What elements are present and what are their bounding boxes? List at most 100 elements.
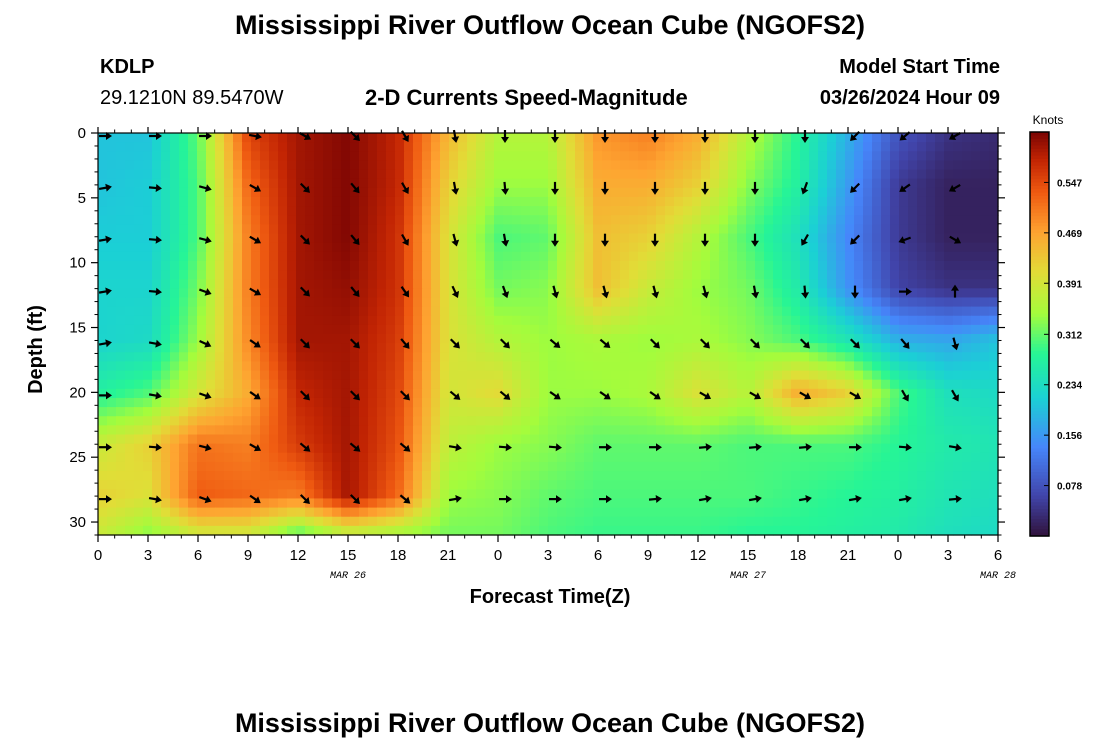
heatmap-cell (746, 251, 756, 262)
heatmap-cell (215, 525, 225, 536)
heatmap-cell (458, 306, 468, 317)
heatmap-cell (602, 196, 612, 207)
heatmap-cell (944, 443, 954, 454)
current-arrow-head (655, 495, 662, 503)
heatmap-cell (215, 397, 225, 408)
heatmap-cell (584, 489, 594, 500)
heatmap-cell (854, 434, 864, 445)
heatmap-cell (647, 315, 657, 326)
heatmap-cell (359, 407, 369, 417)
heatmap-cell (224, 379, 234, 390)
heatmap-cell (314, 452, 324, 463)
heatmap-cell (485, 334, 495, 344)
heatmap-cell (620, 297, 630, 308)
heatmap-cell (449, 196, 459, 207)
heatmap-cell (341, 452, 351, 463)
heatmap-cell (197, 516, 207, 527)
heatmap-cell (566, 471, 576, 481)
current-arrow (599, 495, 612, 504)
heatmap-cell (377, 297, 387, 308)
heatmap-cell (665, 452, 675, 463)
heatmap-cell (647, 142, 657, 152)
heatmap-cell (206, 425, 216, 436)
heatmap-cell (872, 279, 882, 289)
heatmap-cell (935, 270, 945, 280)
heatmap-cell (404, 306, 414, 317)
heatmap-cell (512, 361, 522, 372)
heatmap-cell (728, 178, 738, 189)
heatmap-cell (899, 315, 909, 326)
heatmap-cell (899, 352, 909, 363)
heatmap-cell (494, 169, 504, 180)
heatmap-cell (872, 288, 882, 299)
heatmap-cell (107, 324, 117, 335)
heatmap-cell (161, 224, 171, 235)
heatmap-cell (476, 507, 486, 518)
heatmap-cell (161, 489, 171, 500)
current-arrow (248, 132, 262, 141)
heatmap-cell (737, 242, 747, 253)
heatmap-cell (224, 169, 234, 180)
heatmap-cell (224, 471, 234, 481)
heatmap-cell (125, 142, 135, 152)
heatmap-cell (521, 187, 531, 198)
heatmap-cell (935, 525, 945, 536)
heatmap-cell (233, 416, 243, 426)
heatmap-cell (746, 407, 756, 417)
heatmap-cell (278, 397, 288, 408)
heatmap-cell (719, 324, 729, 335)
heatmap-cell (656, 279, 666, 289)
heatmap-cell (935, 434, 945, 445)
heatmap-cell (872, 452, 882, 463)
heatmap-cell (395, 279, 405, 289)
heatmap-cell (485, 260, 495, 271)
heatmap-cell (197, 251, 207, 262)
heatmap-cell (107, 242, 117, 253)
heatmap-cell (539, 434, 549, 445)
heatmap-cell (359, 452, 369, 463)
heatmap-cell (926, 461, 936, 472)
heatmap-cell (242, 142, 252, 152)
heatmap-cell (332, 215, 342, 225)
heatmap-cell (818, 315, 828, 326)
heatmap-cell (719, 151, 729, 162)
heatmap-cell (899, 397, 909, 408)
heatmap-cell (926, 288, 936, 299)
heatmap-cell (521, 452, 531, 463)
heatmap-cell (701, 443, 711, 454)
heatmap-cell (242, 443, 252, 454)
heatmap-cell (791, 370, 801, 381)
heatmap-cell (638, 443, 648, 454)
heatmap-cell (98, 480, 108, 490)
heatmap-cell (791, 443, 801, 454)
heatmap-cell (854, 133, 864, 143)
heatmap-cell (881, 297, 891, 308)
heatmap-cell (467, 224, 477, 235)
current-arrow-head (155, 287, 162, 296)
heatmap-cell (197, 315, 207, 326)
heatmap-cell (971, 489, 981, 500)
current-arrow-head (752, 341, 760, 349)
heatmap-cell (908, 352, 918, 363)
heatmap-cell (449, 206, 459, 216)
heatmap-cell (125, 352, 135, 363)
heatmap-cell (170, 187, 180, 198)
heatmap-cell (215, 279, 225, 289)
heatmap-cell (251, 498, 261, 509)
heatmap-cell (935, 516, 945, 527)
heatmap-cell (197, 361, 207, 372)
heatmap-cell (458, 507, 468, 518)
heatmap-cell (593, 525, 603, 536)
heatmap-cell (674, 471, 684, 481)
heatmap-cell (566, 407, 576, 417)
current-arrow (549, 338, 561, 348)
heatmap-cell (188, 133, 198, 143)
heatmap-cell (872, 388, 882, 399)
heatmap-cell (710, 215, 720, 225)
heatmap-cell (359, 498, 369, 509)
heatmap-cell (386, 251, 396, 262)
heatmap-cell (917, 425, 927, 436)
heatmap-cell (467, 489, 477, 500)
heatmap-cell (710, 169, 720, 180)
heatmap-cell (224, 334, 234, 344)
